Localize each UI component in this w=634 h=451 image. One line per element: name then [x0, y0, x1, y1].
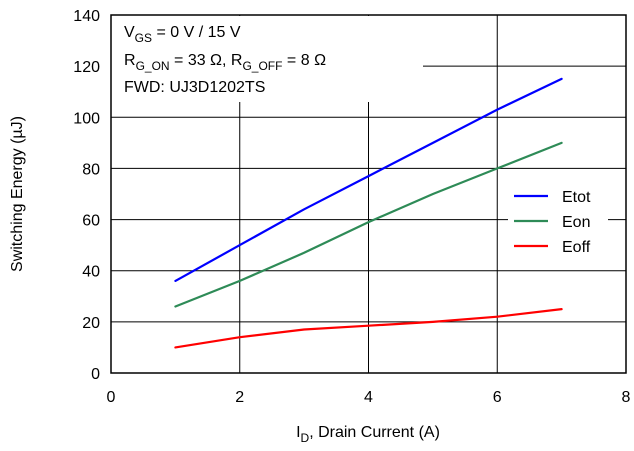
x-tick-label-3: 6 [493, 389, 502, 406]
legend: Etot Eon Eoff [508, 182, 608, 262]
y-tick-label-1: 20 [82, 315, 100, 332]
legend-label-etot: Etot [562, 189, 591, 206]
series-line-eon [174, 141, 563, 308]
annotation-rg: RG_ON = 33 Ω, RG_OFF = 8 Ω [124, 52, 326, 73]
x-tick-label-2: 4 [364, 389, 373, 406]
legend-label-eon: Eon [562, 214, 590, 231]
y-axis-title: Switching Energy (µJ) [9, 116, 26, 272]
x-tick-label-0: 0 [107, 389, 116, 406]
series-line-etot [174, 77, 563, 282]
x-tick-label-1: 2 [235, 389, 244, 406]
x-tick-label-4: 8 [622, 389, 631, 406]
annotation-vgs: VGS = 0 V / 15 V [124, 24, 241, 45]
y-tick-label-3: 60 [82, 213, 100, 230]
plot-frame [110, 14, 627, 374]
legend-label-eoff: Eoff [562, 239, 591, 256]
annotation-fwd: FWD: UJ3D1202TS [124, 79, 265, 96]
annotation-box [111, 16, 423, 102]
y-tick-label-2: 40 [82, 264, 100, 281]
y-tick-label-7: 140 [73, 8, 100, 25]
y-tick-label-6: 120 [73, 59, 100, 76]
y-tick-label-4: 80 [82, 161, 100, 178]
x-axis-title: ID, Drain Current (A) [296, 424, 440, 445]
y-tick-label-0: 0 [91, 366, 100, 383]
series-lines [174, 77, 563, 349]
y-tick-label-5: 100 [73, 110, 100, 127]
series-line-eoff [174, 308, 563, 349]
